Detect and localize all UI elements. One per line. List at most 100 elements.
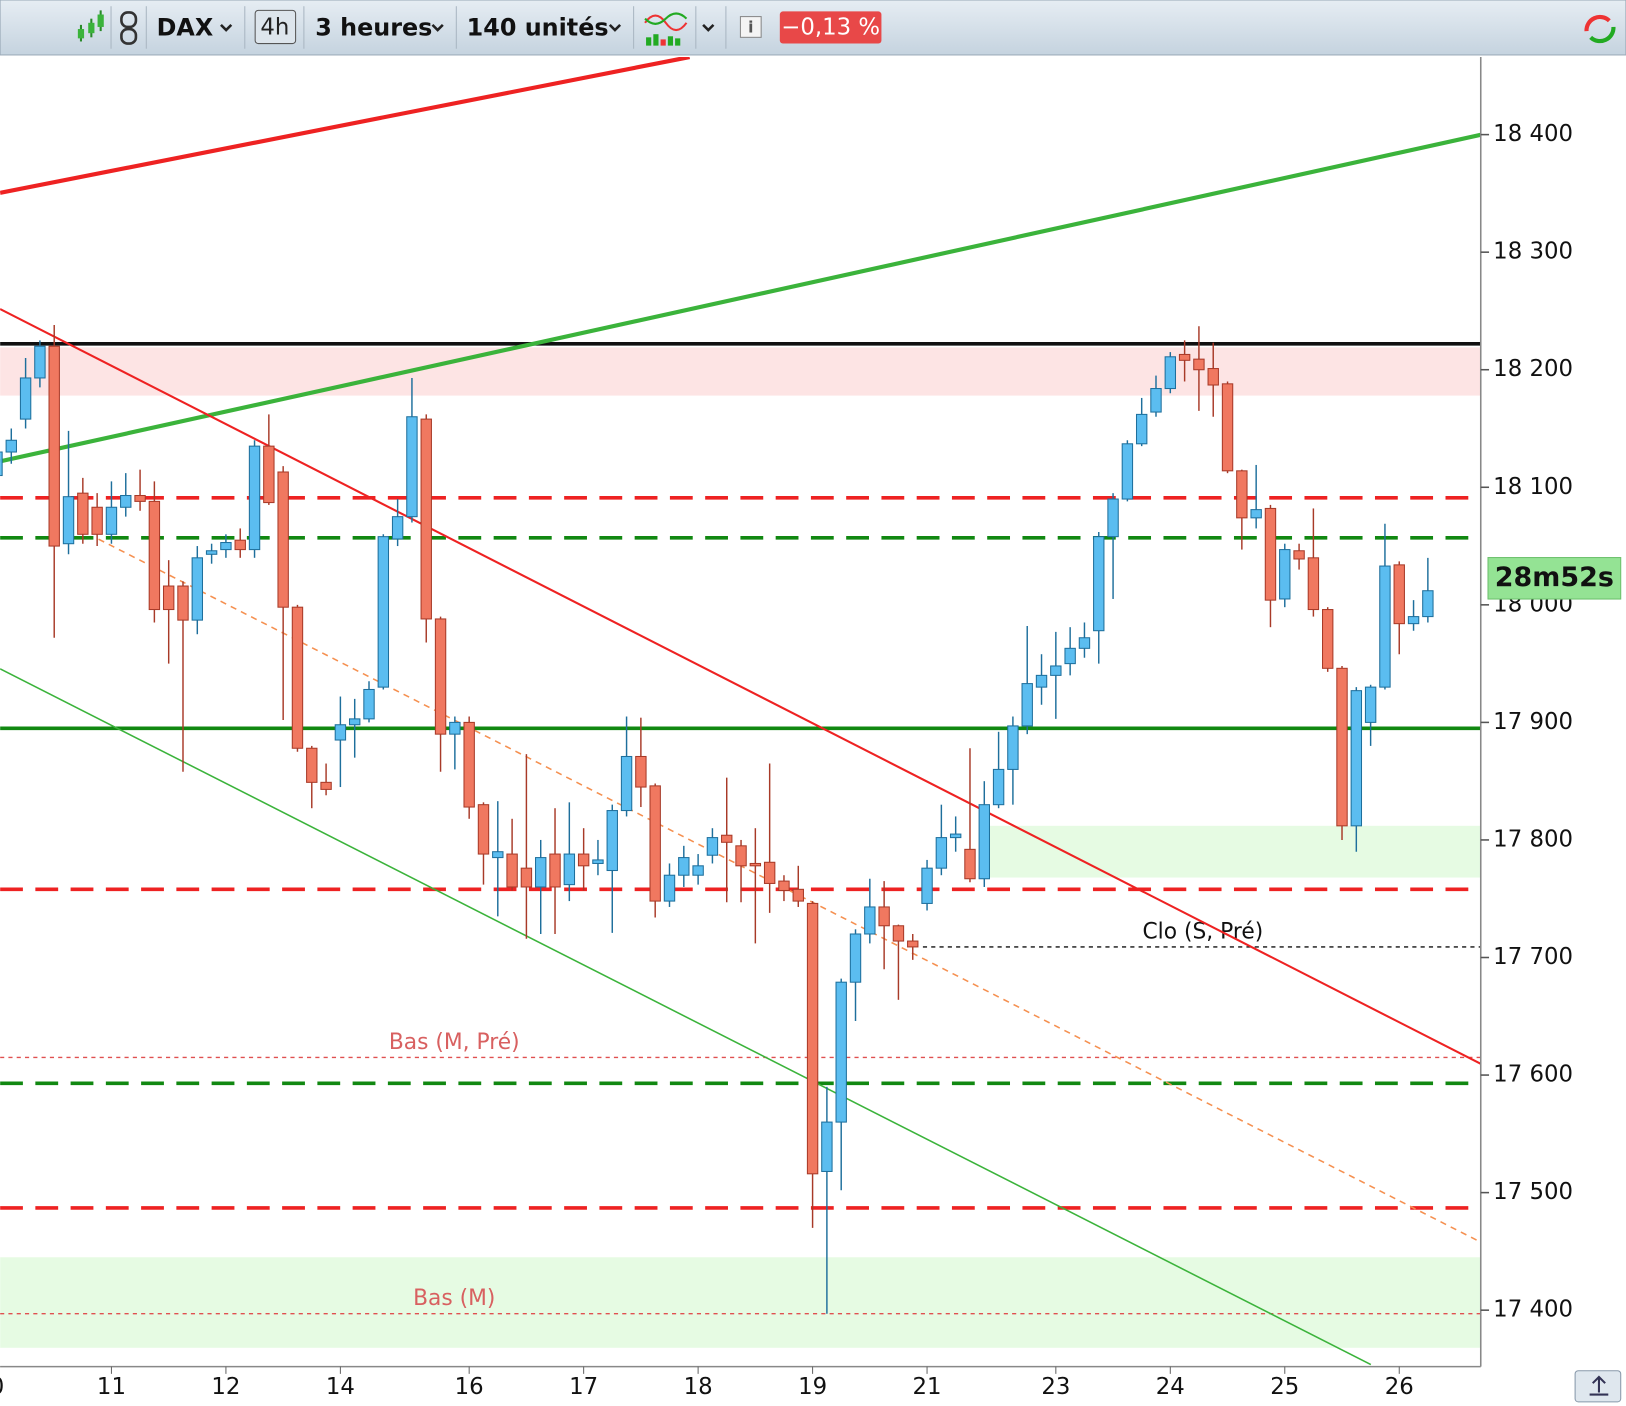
candle-body [749, 862, 762, 867]
candles [0, 325, 1434, 1314]
trendline [0, 57, 691, 195]
change: −0,13 % [781, 14, 880, 40]
countdown-box [1487, 557, 1622, 600]
dropdown-arrow[interactable] [431, 23, 444, 32]
candle-body [1021, 683, 1033, 727]
candle-body [592, 859, 604, 864]
candle-body [1264, 507, 1277, 601]
candle-body [320, 781, 332, 790]
toolbar: DAX 4h 3 heures 140 unités i −0,13 % [0, 0, 1626, 56]
candle-body [1364, 686, 1377, 723]
candle-body [0, 451, 3, 477]
candle-body [348, 718, 361, 726]
timeframe-box[interactable] [254, 9, 297, 45]
candle-body [949, 833, 962, 839]
link-icon[interactable] [120, 11, 138, 45]
candle-body [907, 940, 919, 948]
candle-body [1078, 637, 1091, 649]
candle-body [992, 768, 1005, 806]
candle-body [1236, 470, 1248, 519]
period[interactable]: 3 heures [315, 14, 432, 42]
candle-body [263, 445, 275, 504]
candle-body [120, 494, 132, 508]
candle-body [1121, 443, 1134, 500]
candle-body [763, 861, 776, 884]
candle-body [635, 755, 647, 788]
candle-body [849, 933, 862, 983]
candle-body [520, 867, 533, 888]
candle-body [1379, 565, 1391, 688]
candle-body [735, 845, 747, 867]
candle-body [1107, 498, 1119, 538]
candle-body [420, 418, 432, 620]
dropdown-arrow[interactable] [608, 23, 622, 32]
candle-body [406, 416, 418, 518]
candle-body [77, 492, 89, 535]
x-tick-label: 17 [569, 1374, 598, 1400]
candle-body [1307, 557, 1320, 611]
candle-body [1050, 665, 1062, 676]
candle-body [1350, 690, 1363, 827]
dropdown-arrow[interactable] [702, 23, 715, 32]
candle-body [678, 857, 690, 876]
dropdown-arrow[interactable] [220, 23, 233, 32]
change-box [779, 11, 882, 44]
refresh-icon[interactable] [1584, 14, 1616, 44]
y-tick-label: 18 100 [1493, 474, 1573, 500]
trendline [0, 308, 1481, 1065]
candle-body [148, 500, 161, 611]
plot-area: Clo (S, Pré) Bas (M, Pré) Bas (M) [0, 57, 1481, 1366]
candle-body [864, 906, 876, 935]
timeframe[interactable]: 4h [260, 14, 289, 40]
candle-body [1207, 368, 1219, 386]
candle-body [778, 880, 790, 892]
countdown: 28m52s [1495, 562, 1614, 593]
x-tick-label: 23 [1041, 1374, 1070, 1400]
y-tick-label: 18 400 [1493, 121, 1573, 147]
candle-body [792, 888, 804, 902]
candle-body [878, 906, 890, 927]
candle-body [1178, 353, 1191, 361]
candle-body [191, 557, 204, 621]
trendline [98, 538, 1481, 1243]
indicator-icon[interactable] [644, 12, 688, 46]
candle-body [1407, 616, 1420, 625]
candle-body [291, 606, 304, 749]
y-tick-label: 17 900 [1493, 709, 1573, 735]
level-label: Bas (M) [413, 1286, 495, 1311]
x-tick-label: 12 [211, 1374, 240, 1400]
candle-body [334, 724, 347, 741]
candle-body [1250, 509, 1262, 519]
candle-body [1035, 674, 1048, 688]
y-tick-label: 17 400 [1493, 1297, 1573, 1323]
units[interactable]: 140 unités [467, 14, 609, 42]
candle-body [806, 902, 819, 1175]
x-tick-label: 0 [0, 1374, 4, 1400]
candle-body [549, 853, 561, 888]
candle-body [1322, 609, 1334, 669]
candle-body [1336, 667, 1348, 827]
chart-type-icon[interactable] [77, 10, 104, 42]
candle-body [234, 539, 246, 551]
candle-body [205, 550, 218, 555]
candle-body [535, 857, 547, 888]
candle-body [105, 506, 118, 535]
candle-body [463, 721, 475, 808]
info-icon[interactable] [739, 16, 762, 38]
candle-body [1150, 388, 1162, 413]
scroll-icon [1589, 1375, 1609, 1396]
symbol[interactable]: DAX [157, 14, 214, 42]
candle-body [921, 867, 933, 904]
candle-body [1135, 413, 1148, 445]
candle-body [377, 536, 390, 688]
trendline [0, 668, 1372, 1366]
candle-body [506, 853, 518, 888]
candle-body [1293, 550, 1305, 560]
candle-body [492, 851, 504, 859]
candle-body [721, 834, 733, 843]
level-label: Clo (S, Pré) [1142, 919, 1263, 944]
x-tick-label: 11 [97, 1374, 126, 1400]
candle-body [835, 981, 847, 1123]
